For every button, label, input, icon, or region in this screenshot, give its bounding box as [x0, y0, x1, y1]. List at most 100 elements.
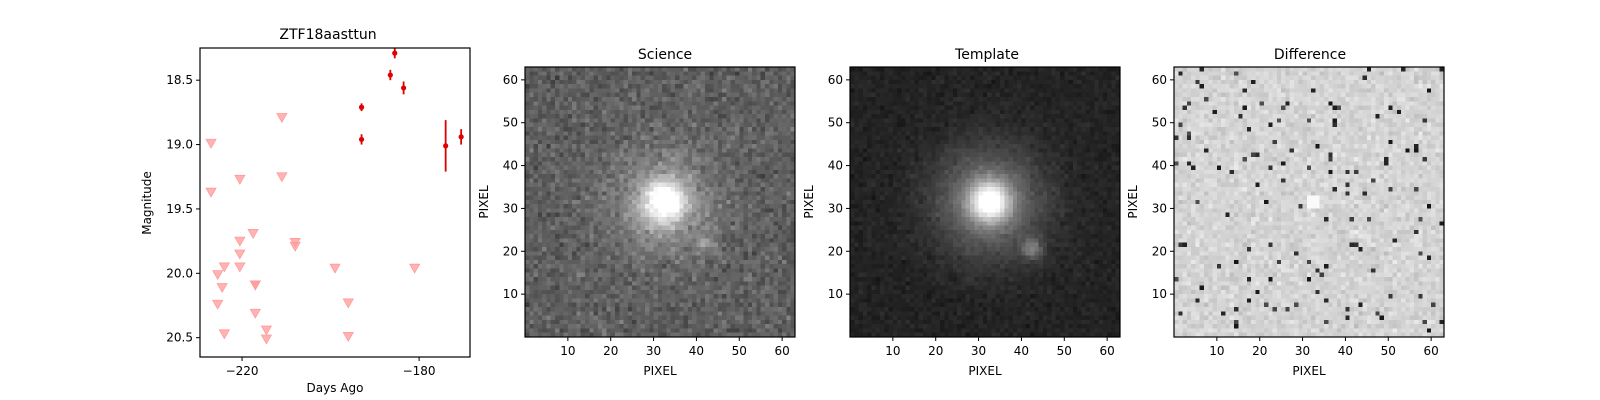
y-tick-label: 20	[828, 244, 843, 258]
y-tick-label: 40	[503, 159, 518, 173]
upper-limit-marker	[247, 229, 259, 239]
x-tick-label: 50	[1057, 344, 1072, 358]
y-tick-label: 20	[1152, 244, 1167, 258]
upper-limit-marker	[249, 308, 262, 319]
y-tick-label: 10	[828, 287, 843, 301]
y-tick-label: 18.5	[166, 73, 193, 87]
upper-limit-marker	[205, 138, 217, 149]
lightcurve-marks	[205, 48, 464, 345]
y-tick-label: 60	[828, 73, 843, 87]
upper-limit-marker	[212, 299, 224, 310]
y-tick-label: 10	[1152, 287, 1167, 301]
x-tick-label: 50	[1381, 344, 1396, 358]
x-tick-label: 50	[732, 344, 747, 358]
science-panel: Science 10 20 30 40 50 60 10 20 30 40 50 60 PIXEL P…	[477, 47, 796, 378]
y-tick-label: 60	[503, 73, 518, 87]
upper-limit-marker	[218, 329, 231, 340]
upper-limit-marker	[234, 249, 246, 260]
x-tick-label: 60	[775, 344, 790, 358]
science-image	[525, 67, 795, 337]
upper-limit-marker	[276, 172, 288, 183]
upper-limit-marker	[249, 280, 262, 291]
x-tick-label: −180	[403, 364, 436, 378]
upper-limit-marker	[205, 187, 217, 198]
upper-limit-marker	[260, 334, 273, 345]
upper-limit-marker	[342, 332, 354, 342]
template-ticks: 10 20 30 40 50 60 10 20 30 40 50 60	[828, 73, 1115, 358]
science-title: Science	[638, 47, 692, 63]
detection-point	[387, 72, 393, 78]
detection-point	[392, 50, 398, 56]
x-tick-label: −220	[226, 364, 259, 378]
upper-limit-marker	[234, 262, 246, 273]
upper-limit-marker	[289, 241, 301, 252]
y-tick-label: 30	[1152, 201, 1167, 215]
difference-title: Difference	[1274, 47, 1346, 63]
lightcurve-title: ZTF18aasttun	[279, 27, 376, 43]
x-tick-label: 40	[689, 344, 704, 358]
lightcurve-ticks: −220 −180 18.5 19.0 19.5 20.0 20.5	[166, 73, 435, 378]
lightcurve-xlabel: Days Ago	[307, 381, 364, 395]
x-tick-label: 30	[1295, 344, 1310, 358]
science-xlabel: PIXEL	[643, 364, 677, 378]
y-tick-label: 30	[828, 201, 843, 215]
y-tick-label: 60	[1152, 73, 1167, 87]
y-tick-label: 40	[1152, 159, 1167, 173]
science-ylabel: PIXEL	[477, 185, 491, 219]
template-ylabel: PIXEL	[802, 185, 816, 219]
upper-limit-marker	[260, 325, 273, 336]
detection-point	[458, 134, 464, 140]
lightcurve-panel: ZTF18aasttun −220 −180 18.5 19.0 19.5 20.0 20.…	[140, 27, 471, 395]
y-tick-label: 20	[503, 244, 518, 258]
lightcurve-ylabel: Magnitude	[140, 171, 154, 235]
difference-image	[1174, 67, 1444, 337]
upper-limit-marker	[234, 236, 246, 247]
y-tick-label: 50	[503, 116, 518, 130]
upper-limit-marker	[212, 270, 224, 281]
x-tick-label: 10	[560, 344, 575, 358]
difference-xlabel: PIXEL	[1292, 364, 1326, 378]
y-tick-label: 19.0	[166, 138, 193, 152]
template-title: Template	[954, 47, 1019, 63]
y-tick-label: 50	[828, 116, 843, 130]
y-tick-label: 50	[1152, 116, 1167, 130]
x-tick-label: 10	[885, 344, 900, 358]
upper-limit-marker	[234, 174, 246, 185]
x-tick-label: 10	[1209, 344, 1224, 358]
difference-ylabel: PIXEL	[1126, 185, 1140, 219]
template-image	[850, 67, 1120, 337]
x-tick-label: 20	[928, 344, 943, 358]
upper-limit-marker	[408, 263, 421, 274]
x-tick-label: 20	[1252, 344, 1267, 358]
y-tick-label: 20.0	[166, 266, 193, 280]
y-tick-label: 20.5	[166, 331, 193, 345]
science-frame	[524, 66, 796, 338]
y-tick-label: 30	[503, 201, 518, 215]
science-ticks: 10 20 30 40 50 60 10 20 30 40 50 60	[503, 73, 790, 358]
template-frame	[849, 66, 1121, 338]
detection-point	[358, 136, 365, 143]
detection-point	[401, 85, 407, 91]
x-tick-label: 30	[971, 344, 986, 358]
x-tick-label: 60	[1424, 344, 1439, 358]
detection-point	[443, 143, 449, 149]
difference-frame	[1173, 66, 1445, 338]
x-tick-label: 20	[603, 344, 618, 358]
difference-panel: Difference 10 20 30 40 50 60 10 20 30 40 50 60 PIXE…	[1126, 47, 1445, 378]
upper-limit-marker	[216, 283, 228, 294]
y-tick-label: 10	[503, 287, 518, 301]
x-tick-label: 40	[1338, 344, 1353, 358]
upper-limit-marker	[276, 113, 288, 124]
upper-limit-marker	[218, 262, 231, 273]
lightcurve-frame	[199, 47, 471, 358]
x-tick-label: 60	[1100, 344, 1115, 358]
upper-limit-marker	[329, 263, 341, 274]
difference-ticks: 10 20 30 40 50 60 10 20 30 40 50 60	[1152, 73, 1439, 358]
x-tick-label: 40	[1014, 344, 1029, 358]
upper-limit-marker	[342, 298, 354, 309]
x-tick-label: 30	[646, 344, 661, 358]
template-xlabel: PIXEL	[968, 364, 1002, 378]
y-tick-label: 19.5	[166, 202, 193, 216]
